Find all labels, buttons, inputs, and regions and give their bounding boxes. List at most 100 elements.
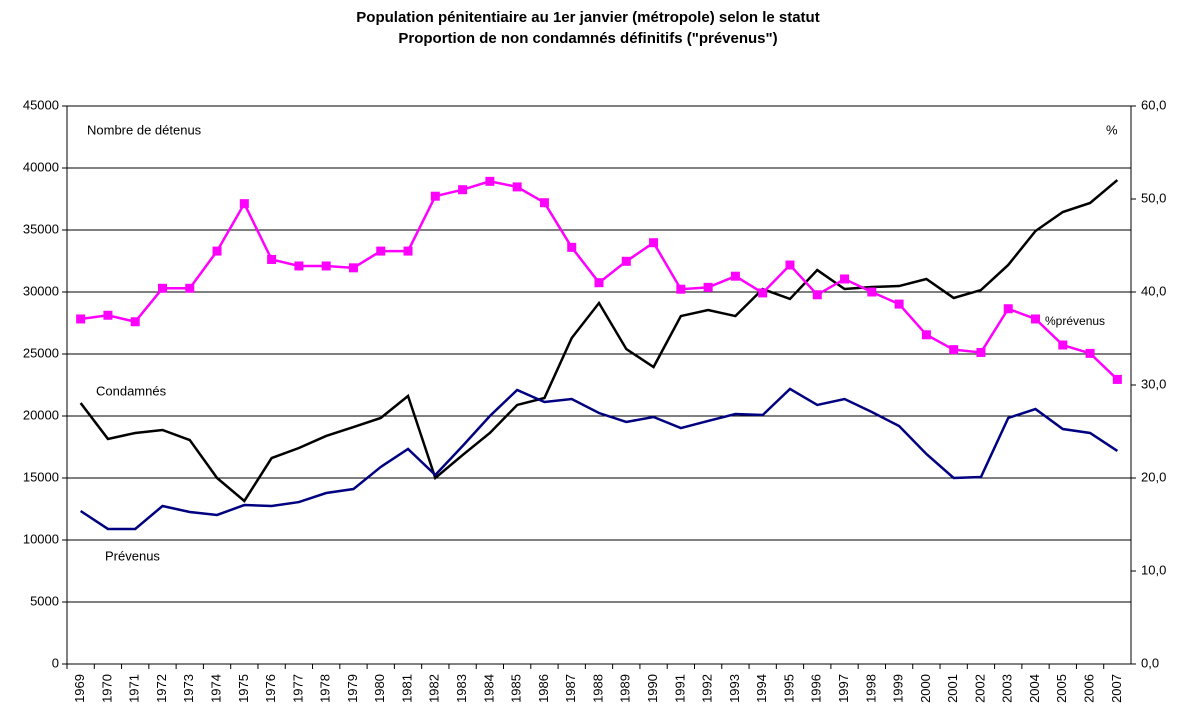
series-marker	[157, 283, 167, 293]
x-tick-label: 2000	[918, 674, 933, 703]
x-tick-label: 1976	[263, 674, 278, 703]
x-tick-label: 1997	[836, 674, 851, 703]
series-marker	[921, 330, 931, 340]
x-tick-label: 2005	[1054, 674, 1069, 703]
series-marker	[348, 263, 358, 273]
y-tick-label: 40000	[23, 159, 59, 174]
series-marker	[539, 198, 549, 208]
y2-tick-label: 0,0	[1141, 655, 1159, 670]
y2-tick-label: 10,0	[1141, 562, 1166, 577]
series-marker	[239, 199, 249, 209]
series-marker	[621, 256, 631, 266]
x-tick-label: 1992	[700, 674, 715, 703]
series-marker	[1058, 340, 1068, 350]
series-marker	[403, 246, 413, 256]
series-label: Condamnés	[96, 383, 167, 398]
x-tick-label: 1986	[536, 674, 551, 703]
series-marker	[703, 282, 713, 292]
x-tick-label: 1994	[754, 674, 769, 703]
x-tick-label: 1971	[127, 674, 142, 703]
y2-tick-label: 60,0	[1141, 97, 1166, 112]
chart-subtitle: Proportion de non condamnés définitifs (…	[398, 30, 777, 47]
series-marker	[867, 287, 877, 297]
y-tick-label: 10000	[23, 531, 59, 546]
y2-tick-label: 40,0	[1141, 283, 1166, 298]
x-tick-label: 1984	[481, 674, 496, 703]
x-tick-label: 1999	[891, 674, 906, 703]
series-marker	[212, 246, 222, 256]
series-marker	[785, 260, 795, 270]
series-marker	[949, 345, 959, 355]
series-marker	[758, 288, 768, 298]
series-label: %prévenus	[1045, 314, 1105, 328]
series-marker	[103, 310, 113, 320]
x-tick-label: 1975	[236, 674, 251, 703]
x-tick-label: 2003	[1000, 674, 1015, 703]
x-tick-label: 1991	[672, 674, 687, 703]
y-axis-label: Nombre de détenus	[87, 122, 202, 137]
series-line	[79, 179, 1119, 503]
series-marker	[1112, 374, 1122, 384]
x-tick-label: 1974	[208, 674, 223, 703]
series-marker	[976, 347, 986, 357]
x-tick-label: 1985	[509, 674, 524, 703]
x-tick-label: 2006	[1082, 674, 1097, 703]
x-tick-label: 1977	[290, 674, 305, 703]
series-marker	[76, 314, 86, 324]
series-marker	[730, 271, 740, 281]
x-tick-label: 1981	[399, 674, 414, 703]
x-tick-label: 1972	[154, 674, 169, 703]
x-tick-label: 1996	[809, 674, 824, 703]
x-tick-label: 1980	[372, 674, 387, 703]
series-marker	[1085, 348, 1095, 358]
series-marker	[430, 191, 440, 201]
x-tick-label: 1989	[618, 674, 633, 703]
series-marker	[840, 274, 850, 284]
y2-tick-label: 30,0	[1141, 376, 1166, 391]
x-tick-label: 1982	[427, 674, 442, 703]
series-marker	[1031, 314, 1041, 324]
series-marker	[894, 299, 904, 309]
series-marker	[376, 246, 386, 256]
series-marker	[1003, 304, 1013, 314]
y-tick-label: 0	[52, 655, 59, 670]
y-tick-label: 45000	[23, 97, 59, 112]
x-tick-label: 2002	[972, 674, 987, 703]
series-marker	[649, 238, 659, 248]
series-marker	[676, 284, 686, 294]
series-marker	[512, 182, 522, 192]
series-marker	[567, 242, 577, 252]
x-tick-label: 1987	[563, 674, 578, 703]
x-tick-label: 2001	[945, 674, 960, 703]
series-marker	[185, 283, 195, 293]
x-tick-label: 1990	[645, 674, 660, 703]
x-tick-label: 1978	[318, 674, 333, 703]
series-marker	[485, 176, 495, 186]
x-tick-label: 2004	[1027, 674, 1042, 703]
x-tick-label: 1993	[727, 674, 742, 703]
series-line	[79, 387, 1119, 531]
series-marker	[130, 317, 140, 327]
x-tick-label: 1979	[345, 674, 360, 703]
x-tick-label: 1998	[863, 674, 878, 703]
series-marker	[321, 261, 331, 271]
series-label: Prévenus	[105, 548, 160, 563]
y-tick-label: 25000	[23, 345, 59, 360]
x-tick-label: 1995	[781, 674, 796, 703]
series-marker	[812, 290, 822, 300]
y2-tick-label: 50,0	[1141, 190, 1166, 205]
y-tick-label: 30000	[23, 283, 59, 298]
series-marker	[458, 185, 468, 195]
y-tick-label: 5000	[30, 593, 59, 608]
y2-tick-label: 20,0	[1141, 469, 1166, 484]
series-marker	[294, 261, 304, 271]
x-tick-label: 1970	[99, 674, 114, 703]
x-tick-label: 1969	[72, 674, 87, 703]
x-tick-label: 1983	[454, 674, 469, 703]
y-tick-label: 20000	[23, 407, 59, 422]
y2-axis-label: %	[1106, 122, 1118, 137]
y-tick-label: 15000	[23, 469, 59, 484]
x-tick-label: 1973	[181, 674, 196, 703]
y-tick-label: 35000	[23, 221, 59, 236]
